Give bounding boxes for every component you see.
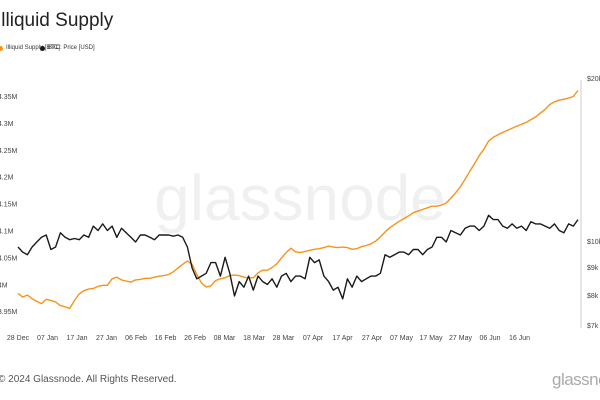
legend-item-supply[interactable]: Illiquid Supply [BTC] [0, 45, 60, 51]
x-tick-label: 18 Mar [243, 335, 265, 342]
y-right-tick-label: $20k [587, 76, 600, 83]
y-left-tick-label: 14.05M [0, 255, 18, 262]
x-tick-label: 08 Mar [214, 335, 236, 342]
x-tick-label: 06 Jun [479, 335, 500, 342]
y-left-tick-label: 14.35M [0, 94, 18, 101]
x-tick-label: 26 Feb [184, 335, 206, 342]
y-left-tick-label: 13.95M [0, 309, 18, 316]
series-line-illiquid-supply [17, 90, 579, 310]
legend-price-swatch [40, 45, 45, 51]
x-tick-label: 28 Mar [273, 335, 295, 342]
legend-supply-swatch [0, 45, 3, 51]
x-tick-label: 07 Jan [37, 335, 58, 342]
x-tick-label: 27 Apr [362, 335, 383, 342]
watermark: glassnode [154, 162, 446, 234]
y-left-tick-label: 14.25M [0, 148, 18, 155]
y-right-tick-label: $7k [587, 323, 599, 330]
x-tick-label: 27 Jan [96, 335, 117, 342]
y-left-tick-label: 14.2M [0, 175, 14, 182]
x-tick-label: 16 Jun [509, 335, 530, 342]
chart-title: Illiquid Supply [0, 10, 114, 31]
x-tick-label: 16 Feb [155, 335, 177, 342]
legend-supply-label: Illiquid Supply [BTC] [6, 45, 61, 51]
y-left-tick-label: 14.3M [0, 121, 14, 128]
x-tick-label: 17 May [420, 335, 443, 342]
y-left-tick-label: 14.15M [0, 202, 18, 209]
series-line-btc-price [17, 214, 579, 300]
y-right-tick-label: $10k [587, 239, 600, 246]
x-tick-label: 27 May [449, 335, 472, 342]
legend-item-price[interactable]: BTC: Price [USD] [40, 45, 95, 51]
legend-price-label: BTC: Price [USD] [48, 45, 95, 51]
glassnode-logo: glassnode [552, 370, 600, 389]
y-right-tick-label: $9k [587, 265, 599, 272]
y-left-tick-label: 14M [0, 282, 8, 289]
y-left-tick-label: 14.1M [0, 229, 14, 236]
x-tick-label: 17 Jan [66, 335, 87, 342]
x-tick-label: 06 Feb [125, 335, 147, 342]
x-tick-label: 17 Apr [332, 335, 353, 342]
y-right-tick-label: $8k [587, 293, 599, 300]
copyright-footer: © 2024 Glassnode. All Rights Reserved. [0, 374, 177, 385]
x-tick-label: 28 Dec [7, 335, 30, 342]
x-tick-label: 07 Apr [303, 335, 324, 342]
x-tick-label: 07 May [390, 335, 413, 342]
